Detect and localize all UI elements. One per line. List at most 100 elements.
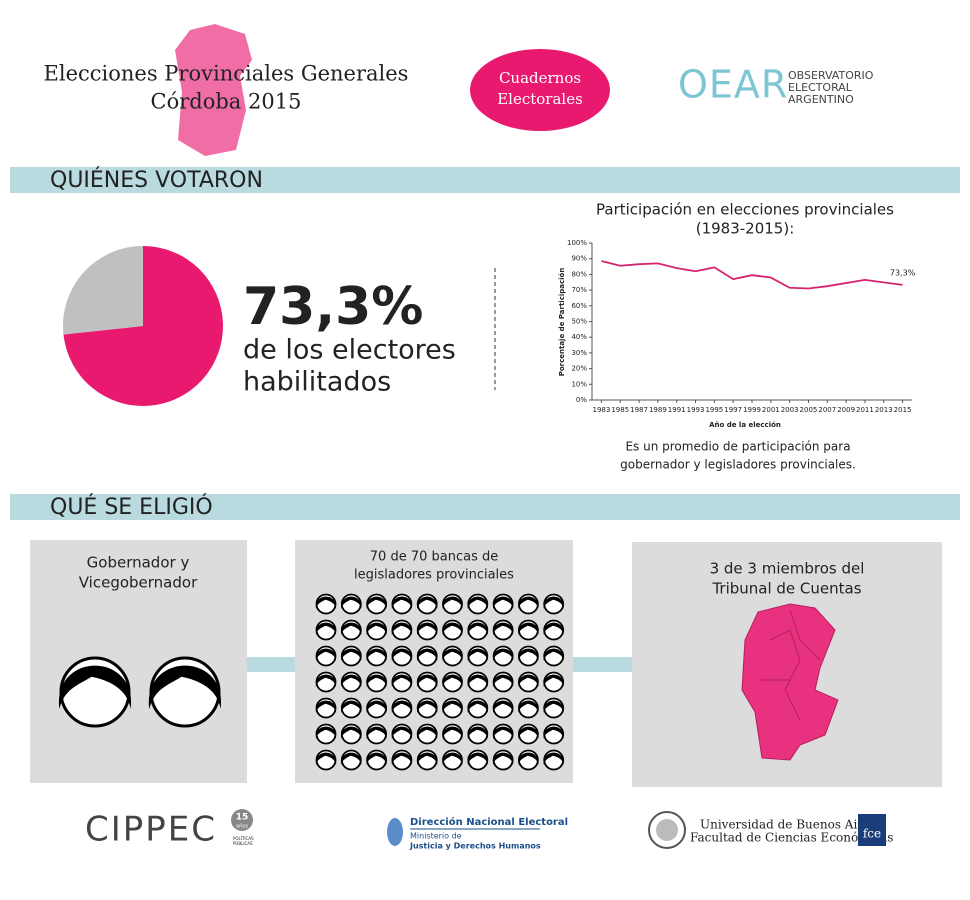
y-tick-label: 90%	[571, 255, 587, 263]
face-hair	[417, 674, 438, 687]
connector	[573, 657, 632, 672]
x-tick-label: 1999	[743, 406, 761, 414]
logo-text: OBSERVATORIO	[788, 69, 874, 82]
face-hair	[543, 700, 564, 713]
face-hair	[518, 648, 539, 661]
face-hair	[493, 726, 514, 739]
y-tick-label: 60%	[571, 302, 587, 310]
pie-slice	[62, 246, 143, 335]
face-hair	[366, 752, 387, 765]
y-tick-label: 80%	[571, 270, 587, 278]
x-tick-label: 2003	[781, 406, 799, 414]
face-hair	[391, 622, 412, 635]
headline-text: de los electores	[243, 335, 456, 366]
face-hair	[315, 648, 337, 661]
card-text: 70 de 70 bancas de	[370, 550, 498, 565]
x-tick-label: 1995	[705, 406, 723, 414]
face-hair	[493, 622, 514, 635]
face-icons	[58, 593, 565, 771]
face-hair	[315, 596, 337, 609]
y-axis-label: Porcentaje de Participación	[558, 268, 566, 377]
face-hair	[315, 622, 337, 635]
logo-badge-text: 15	[236, 813, 249, 823]
face-hair	[442, 622, 463, 635]
card-text: 3 de 3 miembros del	[710, 560, 865, 578]
face-hair	[366, 622, 387, 635]
face-hair	[467, 648, 488, 661]
x-tick-label: 1997	[724, 406, 742, 414]
face-hair	[543, 674, 564, 687]
section-band	[10, 494, 960, 520]
headline-value: 73,3%	[243, 277, 423, 337]
title-line: Córdoba 2015	[151, 90, 302, 114]
logo-badge	[231, 809, 253, 831]
face-hair	[417, 648, 438, 661]
section-title: QUIÉNES VOTARON	[50, 167, 263, 193]
card-text: Vicegobernador	[79, 574, 198, 592]
face-hair	[543, 596, 564, 609]
face-hair	[493, 700, 514, 713]
face-hair	[543, 752, 564, 765]
map-borders	[760, 609, 821, 721]
face-hair	[442, 648, 463, 661]
y-tick-label: 20%	[571, 365, 587, 373]
x-tick-label: 2011	[856, 406, 874, 414]
face-hair	[366, 674, 387, 687]
face-hair	[417, 622, 438, 635]
headline-text: habilitados	[243, 367, 391, 398]
face-hair	[341, 752, 362, 765]
x-tick-label: 2001	[762, 406, 780, 414]
logo-dne: Dirección Nacional Electoral	[410, 816, 568, 828]
province-map	[741, 603, 839, 761]
logo-uba: Universidad de Buenos Aires	[700, 818, 876, 832]
section-title: QUÉ SE ELIGIÓ	[50, 494, 213, 520]
card-text: Tribunal de Cuentas	[711, 580, 861, 598]
face-hair	[391, 674, 412, 687]
logo-text: ELECTORAL	[788, 81, 853, 94]
card	[30, 540, 247, 783]
chart-note: Es un promedio de participación para	[625, 440, 850, 454]
logo-oear: OEAR	[678, 63, 788, 107]
face-hair	[341, 674, 362, 687]
face-hair	[341, 596, 362, 609]
face-hair	[315, 752, 337, 765]
face-hair	[341, 726, 362, 739]
face-hair	[341, 700, 362, 713]
province-shape	[175, 24, 252, 156]
x-tick-label: 1983	[592, 406, 610, 414]
logo-ministry: Ministerio de	[410, 832, 462, 841]
face-hair	[341, 622, 362, 635]
face-hair	[442, 726, 463, 739]
chart-note: gobernador y legisladores provinciales.	[620, 458, 856, 472]
badge-text: Electorales	[497, 90, 583, 108]
face-hair	[518, 674, 539, 687]
logo-tag: POLÍTICAS	[233, 836, 254, 841]
chart-title: Participación en elecciones provinciales	[596, 201, 894, 219]
face-hair	[467, 674, 488, 687]
face-hair	[417, 752, 438, 765]
face-hair	[543, 726, 564, 739]
face-hair	[518, 726, 539, 739]
connector	[247, 657, 295, 672]
face-hair	[467, 700, 488, 713]
face-hair	[391, 648, 412, 661]
x-tick-label: 2007	[818, 406, 836, 414]
face-hair	[442, 596, 463, 609]
y-tick-label: 70%	[571, 286, 587, 294]
badge	[470, 49, 610, 131]
face-hair	[442, 674, 463, 687]
face-hair	[493, 596, 514, 609]
logo-cippec: CIPPEC	[85, 810, 217, 850]
face-hair	[366, 700, 387, 713]
x-tick-label: 2013	[875, 406, 893, 414]
logo-fce-text: fce	[863, 827, 881, 841]
face-hair	[442, 752, 463, 765]
y-tick-label: 40%	[571, 333, 587, 341]
face-hair	[518, 752, 539, 765]
logo-seal	[656, 819, 678, 841]
face-hair	[518, 700, 539, 713]
title-line: Elecciones Provinciales Generales	[44, 62, 409, 86]
logo-text: ARGENTINO	[788, 93, 854, 106]
logo-shield	[387, 818, 403, 846]
logo-seal	[648, 811, 686, 849]
